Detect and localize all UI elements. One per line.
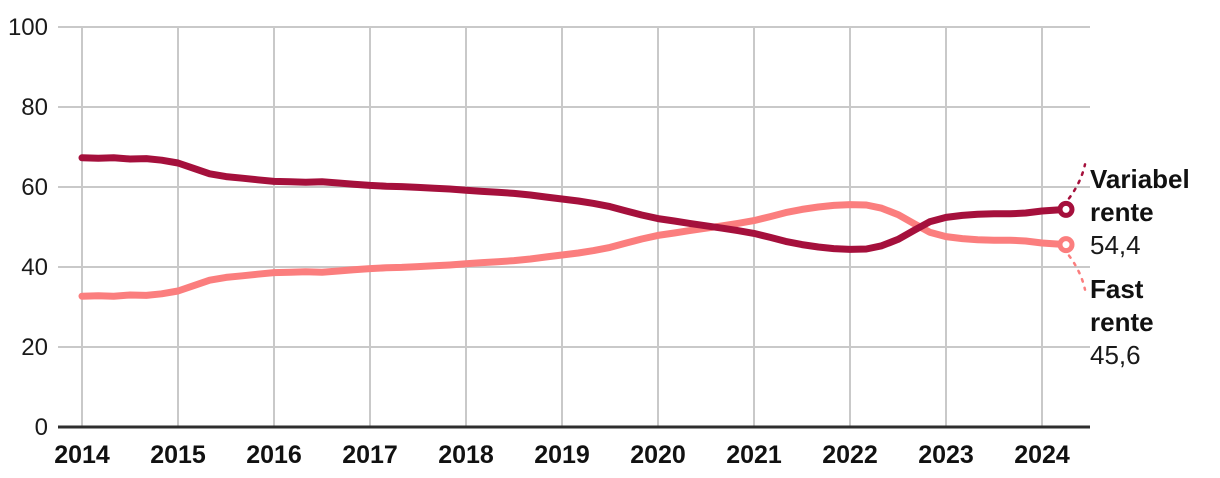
x-axis-tick-label: 2022 [822, 441, 878, 469]
x-axis-tick-label: 2021 [726, 441, 782, 469]
x-axis-tick-label: 2014 [54, 441, 110, 469]
y-axis-tick-label: 0 [35, 414, 48, 441]
x-axis-tick-label: 2015 [150, 441, 206, 469]
series-line-fast [78, 201, 1070, 300]
y-axis-tick-label: 60 [21, 174, 48, 201]
series-label-variabel-rente: Variabel rente 54,4 [1090, 163, 1215, 262]
series-label-fast-rente: Fast rente 45,6 [1090, 273, 1215, 372]
series-name-line: rente [1090, 197, 1154, 227]
x-axis-tick-label: 2023 [918, 441, 974, 469]
series-end-value: 45,6 [1090, 340, 1141, 370]
series-name-line: Variabel [1090, 164, 1190, 194]
end-marker-fast [1057, 236, 1075, 254]
y-axis-tick-label: 40 [21, 254, 48, 281]
x-axis-tick-label: 2018 [438, 441, 494, 469]
end-marker-variabel [1057, 200, 1075, 218]
x-axis-tick-label: 2024 [1014, 441, 1070, 469]
y-axis-tick-label: 20 [21, 334, 48, 361]
x-axis-tick-label: 2019 [534, 441, 590, 469]
x-axis-tick-label: 2017 [342, 441, 398, 469]
series-name-line: Fast [1090, 274, 1144, 304]
series-name-line: rente [1090, 307, 1154, 337]
leader-line-variabel [1067, 163, 1087, 200]
y-axis-tick-label: 80 [21, 94, 48, 121]
x-axis-tick-label: 2020 [630, 441, 686, 469]
y-axis-tick-label: 100 [8, 14, 48, 41]
x-axis-tick-label: 2016 [246, 441, 302, 469]
series-line-variabel [78, 154, 1070, 253]
series-end-value: 54,4 [1090, 230, 1141, 260]
leader-line-fast [1067, 254, 1087, 291]
